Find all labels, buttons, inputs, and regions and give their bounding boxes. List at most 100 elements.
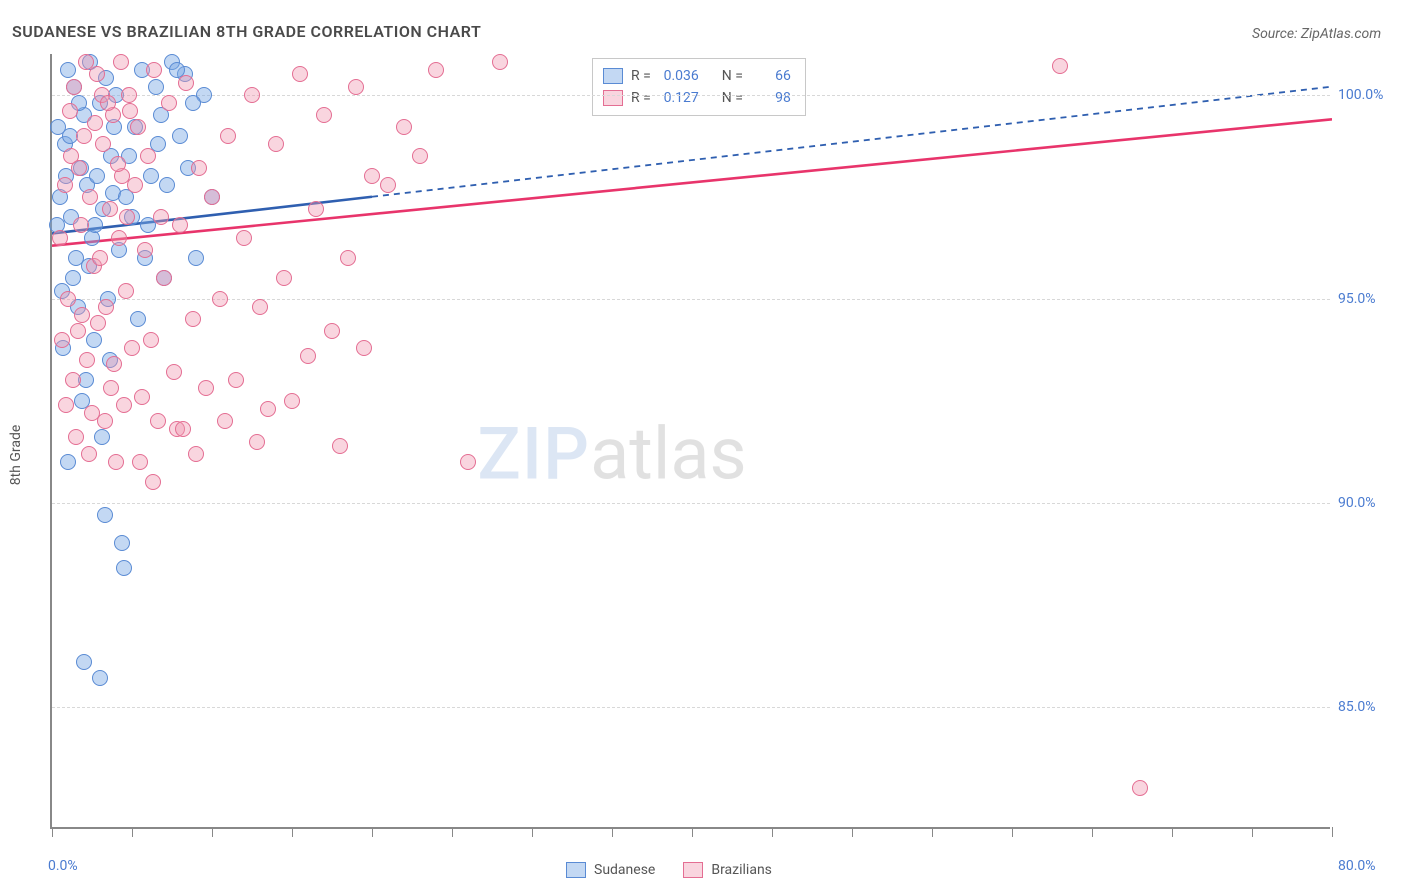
data-point-brazilians <box>110 156 126 172</box>
data-point-brazilians <box>316 107 332 123</box>
data-point-brazilians <box>172 217 188 233</box>
x-tick <box>212 827 213 837</box>
n-value: 66 <box>751 68 791 84</box>
data-point-sudanese <box>185 95 201 111</box>
data-point-brazilians <box>324 323 340 339</box>
data-point-brazilians <box>492 54 508 70</box>
data-point-brazilians <box>95 136 111 152</box>
data-point-brazilians <box>74 307 90 323</box>
legend-row-sudanese: R = 0.036 N = 66 <box>603 65 791 87</box>
data-point-brazilians <box>124 340 140 356</box>
x-tick <box>932 827 933 837</box>
data-point-sudanese <box>188 250 204 266</box>
data-point-brazilians <box>57 177 73 193</box>
chart-title: SUDANESE VS BRAZILIAN 8TH GRADE CORRELAT… <box>12 22 481 41</box>
r-value: 0.036 <box>659 68 699 84</box>
data-point-brazilians <box>130 119 146 135</box>
gridline-h <box>52 299 1330 300</box>
data-point-brazilians <box>118 283 134 299</box>
data-point-sudanese <box>97 507 113 523</box>
data-point-sudanese <box>76 654 92 670</box>
data-point-brazilians <box>308 201 324 217</box>
x-tick <box>532 827 533 837</box>
series-name: Brazilians <box>711 862 772 878</box>
data-point-brazilians <box>191 160 207 176</box>
data-point-sudanese <box>159 177 175 193</box>
x-tick <box>372 827 373 837</box>
data-point-brazilians <box>81 446 97 462</box>
data-point-brazilians <box>356 340 372 356</box>
x-tick <box>692 827 693 837</box>
data-point-brazilians <box>121 87 137 103</box>
data-point-brazilians <box>236 230 252 246</box>
data-point-sudanese <box>60 62 76 78</box>
gridline-h <box>52 503 1330 504</box>
data-point-brazilians <box>428 62 444 78</box>
n-value: 98 <box>751 90 791 106</box>
source-name: ZipAtlas.com <box>1301 26 1381 42</box>
data-point-brazilians <box>58 397 74 413</box>
data-point-sudanese <box>86 332 102 348</box>
y-tick-label: 100.0% <box>1338 87 1402 103</box>
data-point-brazilians <box>60 291 76 307</box>
trendline-brazilians <box>52 119 1332 245</box>
data-point-brazilians <box>102 201 118 217</box>
y-axis-label: 8th Grade <box>8 425 24 486</box>
data-point-sudanese <box>92 670 108 686</box>
data-point-sudanese <box>65 270 81 286</box>
data-point-brazilians <box>106 356 122 372</box>
data-point-brazilians <box>132 454 148 470</box>
swatch-brazilians <box>683 862 703 878</box>
data-point-brazilians <box>54 332 70 348</box>
data-point-brazilians <box>113 54 129 70</box>
data-point-brazilians <box>73 217 89 233</box>
x-tick <box>1252 827 1253 837</box>
data-point-brazilians <box>228 372 244 388</box>
data-point-brazilians <box>175 421 191 437</box>
data-point-brazilians <box>97 413 113 429</box>
x-tick <box>1332 827 1333 837</box>
y-tick-label: 95.0% <box>1338 291 1402 307</box>
data-point-brazilians <box>134 389 150 405</box>
watermark-atlas: atlas <box>590 412 747 497</box>
data-point-brazilians <box>150 413 166 429</box>
x-tick <box>52 827 53 837</box>
data-point-brazilians <box>111 230 127 246</box>
data-point-brazilians <box>76 128 92 144</box>
data-point-sudanese <box>172 128 188 144</box>
data-point-brazilians <box>78 54 94 70</box>
x-tick <box>1172 827 1173 837</box>
data-point-brazilians <box>212 291 228 307</box>
r-label: R = <box>631 90 651 106</box>
watermark: ZIPatlas <box>477 412 746 497</box>
data-point-brazilians <box>68 429 84 445</box>
data-point-brazilians <box>380 177 396 193</box>
data-point-brazilians <box>82 189 98 205</box>
source-prefix: Source: <box>1252 26 1301 42</box>
trend-lines <box>52 54 1332 829</box>
data-point-brazilians <box>156 270 172 286</box>
data-point-brazilians <box>220 128 236 144</box>
data-point-brazilians <box>71 160 87 176</box>
swatch-sudanese <box>566 862 586 878</box>
data-point-brazilians <box>65 372 81 388</box>
data-point-brazilians <box>364 168 380 184</box>
data-point-sudanese <box>143 168 159 184</box>
data-point-sudanese <box>130 311 146 327</box>
data-point-sudanese <box>87 217 103 233</box>
x-tick <box>612 827 613 837</box>
series-legend-sudanese: Sudanese <box>566 862 655 878</box>
data-point-sudanese <box>114 535 130 551</box>
data-point-brazilians <box>122 103 138 119</box>
data-point-brazilians <box>87 115 103 131</box>
data-point-brazilians <box>153 209 169 225</box>
data-point-brazilians <box>161 95 177 111</box>
data-point-brazilians <box>260 401 276 417</box>
data-point-sudanese <box>60 454 76 470</box>
data-point-brazilians <box>1132 780 1148 796</box>
source-attribution: Source: ZipAtlas.com <box>1252 26 1381 42</box>
data-point-brazilians <box>178 75 194 91</box>
gridline-h <box>52 707 1330 708</box>
n-label: N = <box>722 68 743 84</box>
x-tick <box>292 827 293 837</box>
